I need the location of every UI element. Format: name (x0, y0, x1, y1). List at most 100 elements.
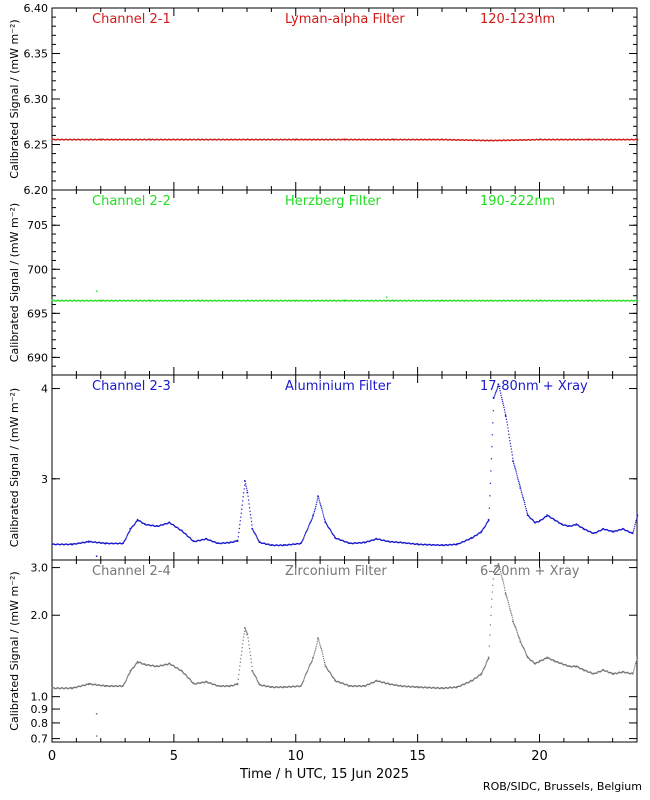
data-point (304, 676, 306, 678)
data-point (631, 532, 634, 534)
data-point (333, 677, 335, 679)
data-point (329, 528, 331, 530)
data-point (240, 654, 242, 656)
data-point (510, 448, 512, 450)
data-point (134, 523, 136, 525)
data-point (516, 475, 518, 477)
data-point (310, 519, 313, 521)
data-point (126, 678, 128, 680)
data-point (173, 665, 175, 667)
data-point (329, 672, 332, 674)
data-point (500, 575, 503, 577)
data-point (323, 515, 325, 517)
data-point (327, 526, 329, 528)
data-point (254, 532, 256, 535)
data-point (441, 299, 443, 302)
data-point (251, 527, 253, 530)
data-point (506, 596, 508, 599)
data-point (308, 523, 311, 525)
data-point (237, 536, 239, 538)
data-point (492, 578, 494, 580)
data-point (525, 509, 528, 512)
data-point (516, 473, 518, 475)
data-point (190, 681, 193, 683)
data-series (51, 290, 639, 302)
data-point (314, 507, 316, 509)
data-point (313, 652, 315, 654)
data-point (324, 518, 326, 521)
data-point (497, 383, 500, 386)
data-point (189, 537, 192, 540)
data-point (522, 496, 524, 499)
data-point (189, 678, 191, 680)
data-point (496, 388, 498, 390)
data-point (495, 390, 497, 392)
data-point (186, 534, 188, 536)
data-point (320, 646, 322, 648)
data-point (546, 514, 548, 516)
data-point (498, 385, 500, 388)
data-point (485, 662, 488, 664)
data-point (304, 534, 306, 537)
data-point (484, 665, 486, 668)
data-point (302, 538, 304, 540)
data-point (322, 513, 324, 515)
data-point (129, 671, 131, 674)
data-point (513, 462, 515, 465)
outlier-point (385, 296, 388, 299)
data-point (242, 639, 244, 641)
data-point (508, 433, 510, 435)
data-point (481, 670, 484, 672)
data-point (330, 673, 332, 675)
data-point (483, 526, 486, 528)
data-point (441, 138, 443, 141)
panel-channel-label: Channel 2-3 (92, 379, 171, 394)
data-point (526, 514, 529, 516)
data-point (307, 669, 309, 671)
data-point (472, 679, 474, 681)
y-tick-label: 0.9 (31, 703, 49, 716)
data-point (51, 138, 53, 141)
data-point (246, 631, 248, 633)
data-point (129, 527, 131, 530)
data-point (313, 512, 315, 514)
data-point (312, 514, 314, 516)
panel-channel-label: Channel 2-1 (92, 12, 171, 27)
data-point (505, 418, 508, 420)
data-point (507, 427, 509, 429)
data-point (169, 663, 171, 665)
data-point (484, 664, 487, 666)
data-point (504, 411, 506, 413)
data-point (305, 531, 307, 533)
data-point (482, 669, 484, 671)
panel-band-label: 120-123nm (480, 12, 555, 27)
data-point (302, 539, 304, 541)
data-point (156, 525, 158, 527)
data-point (307, 527, 309, 529)
data-point (256, 537, 258, 539)
y-tick-label: 4 (41, 383, 48, 396)
data-point (303, 537, 305, 539)
data-point (254, 675, 256, 677)
data-point (149, 299, 151, 302)
data-point (133, 666, 135, 668)
data-point (243, 633, 245, 635)
data-point (254, 533, 256, 535)
data-point (473, 678, 475, 680)
data-point (481, 530, 483, 532)
data-point (331, 533, 334, 535)
data-point (242, 496, 244, 498)
data-point (252, 671, 254, 673)
data-point (493, 570, 495, 572)
data-point (239, 665, 241, 667)
data-point (489, 482, 491, 484)
data-point (634, 523, 636, 525)
data-point (490, 299, 492, 302)
data-point (517, 479, 519, 481)
data-point (128, 673, 130, 675)
data-point (247, 640, 250, 642)
y-tick-label: 0.8 (31, 717, 49, 730)
data-point (307, 526, 310, 528)
data-point (318, 497, 320, 499)
